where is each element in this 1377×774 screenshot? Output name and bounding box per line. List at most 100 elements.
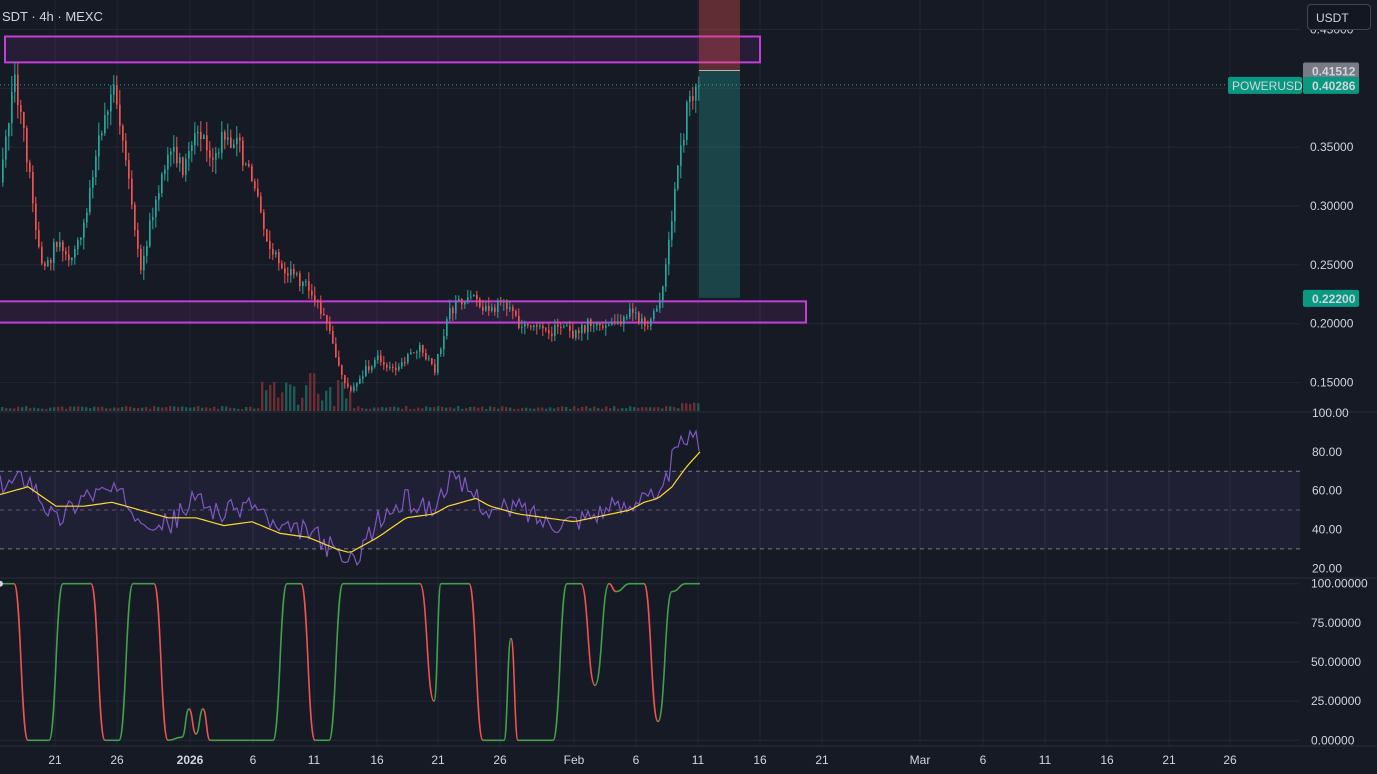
rsi-tick-label: 80.00 (1312, 445, 1342, 459)
volume-bar (589, 408, 592, 411)
candle-body (188, 151, 190, 159)
candle-body (413, 352, 415, 354)
x-tick-label: Feb (564, 753, 585, 767)
volume-bar (577, 408, 580, 411)
candle-body (62, 241, 64, 252)
volume-bar (17, 406, 20, 411)
volume-bar (221, 406, 224, 411)
candle-body (410, 352, 412, 355)
volume-bar (521, 407, 524, 411)
volume-bar (689, 403, 692, 411)
volume-bar (245, 407, 248, 411)
candle-body (575, 330, 577, 338)
volume-bar (517, 408, 520, 411)
volume-bar (53, 407, 56, 411)
candle-body (254, 181, 256, 189)
volume-bar (273, 381, 276, 411)
candle-body (494, 307, 496, 312)
candle-body (365, 366, 367, 377)
volume-bar (513, 408, 516, 411)
candle-body (317, 300, 319, 302)
volume-bar (97, 407, 100, 411)
candle-body (443, 336, 445, 350)
candle-body (344, 375, 346, 384)
osc-segment (580, 582, 596, 687)
candle-body (203, 135, 205, 140)
osc-segment (433, 582, 442, 702)
rsi-tick-label: 100.00 (1312, 406, 1349, 420)
volume-bar (697, 403, 700, 411)
candle-body (281, 263, 283, 269)
candle-body (623, 316, 625, 325)
candle-body (698, 85, 700, 87)
candle-body (233, 144, 235, 148)
osc-segment (468, 582, 484, 742)
volume-bar (177, 407, 180, 411)
volume-bar (29, 408, 32, 411)
candle-body (224, 132, 226, 140)
candle-body (440, 349, 442, 355)
short-position-tool[interactable] (0, 0, 1300, 298)
candle-body (83, 222, 85, 238)
candle-body (515, 311, 517, 316)
osc-tick-label: 0.00000 (1311, 733, 1355, 747)
volume-bar (21, 407, 24, 411)
volume-bar (165, 407, 168, 411)
candle-body (269, 241, 271, 249)
candle-body (488, 305, 490, 311)
rsi-ma-line (0, 451, 701, 553)
volume-bar (213, 406, 216, 411)
candle-body (323, 313, 325, 316)
candle-body (200, 131, 202, 140)
candle-body (134, 204, 136, 230)
candle-body (626, 316, 628, 318)
osc-segment (202, 708, 211, 742)
candle-body (377, 355, 379, 360)
rsi-line (0, 429, 700, 567)
support-zone (0, 300, 807, 324)
symbol-tag-label: POWERUSDT (1232, 79, 1311, 93)
volume-bar (173, 406, 176, 411)
candle-body (320, 300, 322, 314)
volume-bar (417, 407, 420, 411)
volume-bar (129, 406, 132, 411)
volume-bar (185, 407, 188, 411)
price-tick-label: 0.15000 (1310, 376, 1354, 390)
candle-body (275, 252, 277, 255)
candle-body (53, 242, 55, 264)
candle-body (473, 294, 475, 297)
candle-body (368, 366, 370, 371)
volume-bar (13, 408, 16, 411)
x-tick-label: 21 (1162, 753, 1176, 767)
volume-bar (537, 407, 540, 411)
volume-bar (349, 391, 352, 411)
candle-body (599, 323, 601, 326)
candle-body (533, 325, 535, 328)
candle-body (386, 364, 388, 368)
volume-bar (633, 407, 636, 411)
volume-bar (121, 406, 124, 411)
price-tag-value: 0.41512 (1312, 64, 1356, 78)
volume-bar (681, 403, 684, 411)
volume-bar (477, 407, 480, 411)
x-tick-label: 6 (980, 753, 987, 767)
currency-button[interactable]: USDT (1307, 4, 1371, 30)
price-tag-value: 0.40286 (1312, 79, 1356, 93)
volume-bar (365, 408, 368, 411)
volume-bar (309, 373, 312, 411)
candle-body (470, 296, 472, 298)
symbol-title[interactable]: SDT · 4h · MEXC (2, 9, 103, 24)
volume-bar (249, 406, 252, 411)
candle-body (506, 301, 508, 310)
volume-bar (497, 408, 500, 411)
candle-body (659, 300, 661, 309)
candle-body (80, 237, 82, 240)
volume-bar (489, 406, 492, 411)
candle-body (608, 325, 610, 327)
candle-body (428, 358, 430, 360)
candle-body (197, 131, 199, 134)
volume-bars (1, 373, 700, 411)
candle-body (491, 307, 493, 311)
volume-bar (677, 408, 680, 411)
